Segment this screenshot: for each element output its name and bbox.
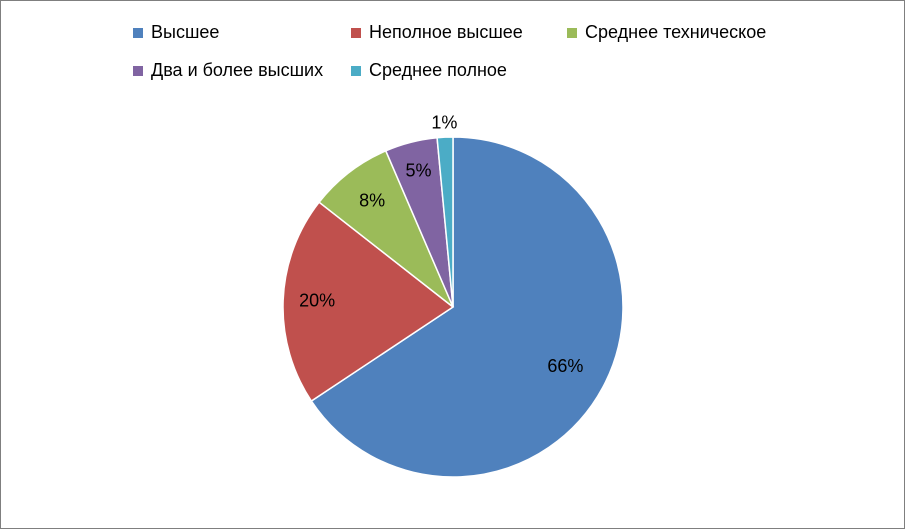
data-label-5: 1% <box>431 112 457 132</box>
data-label-1: 66% <box>547 356 583 376</box>
data-label-2: 20% <box>299 290 335 310</box>
legend-item-srednee-polnoe: Среднее полное <box>351 60 507 81</box>
legend-label-nepolnoe-vysshee: Неполное высшее <box>369 22 523 42</box>
legend-label-dva-i-bolee: Два и более высших <box>151 60 324 80</box>
legend-item-vysshee: Высшее <box>133 22 219 43</box>
legend-item-dva-i-bolee: Два и более высших <box>133 60 323 81</box>
legend-item-nepolnoe-vysshee: Неполное высшее <box>351 22 523 43</box>
data-label-4: 5% <box>405 161 431 181</box>
pie-slice-2 <box>282 201 455 403</box>
legend-label-srednee-polnoe: Среднее полное <box>369 60 507 80</box>
legend-label-srednee-tekhnicheskoe: Среднее техническое <box>585 22 767 42</box>
pie-slice-5 <box>436 136 454 308</box>
data-label-3: 8% <box>359 191 385 211</box>
legend-swatch-nepolnoe-vysshee <box>351 27 361 38</box>
legend-swatch-srednee-tekhnicheskoe <box>567 27 577 38</box>
legend-item-srednee-tekhnicheskoe: Среднее техническое <box>567 22 766 43</box>
legend-label-vysshee: Высшее <box>151 22 220 42</box>
legend-swatch-srednee-polnoe <box>351 65 361 76</box>
legend-swatch-vysshee <box>133 27 143 38</box>
pie-slice-1 <box>310 136 624 478</box>
legend-swatch-dva-i-bolee <box>133 65 143 76</box>
